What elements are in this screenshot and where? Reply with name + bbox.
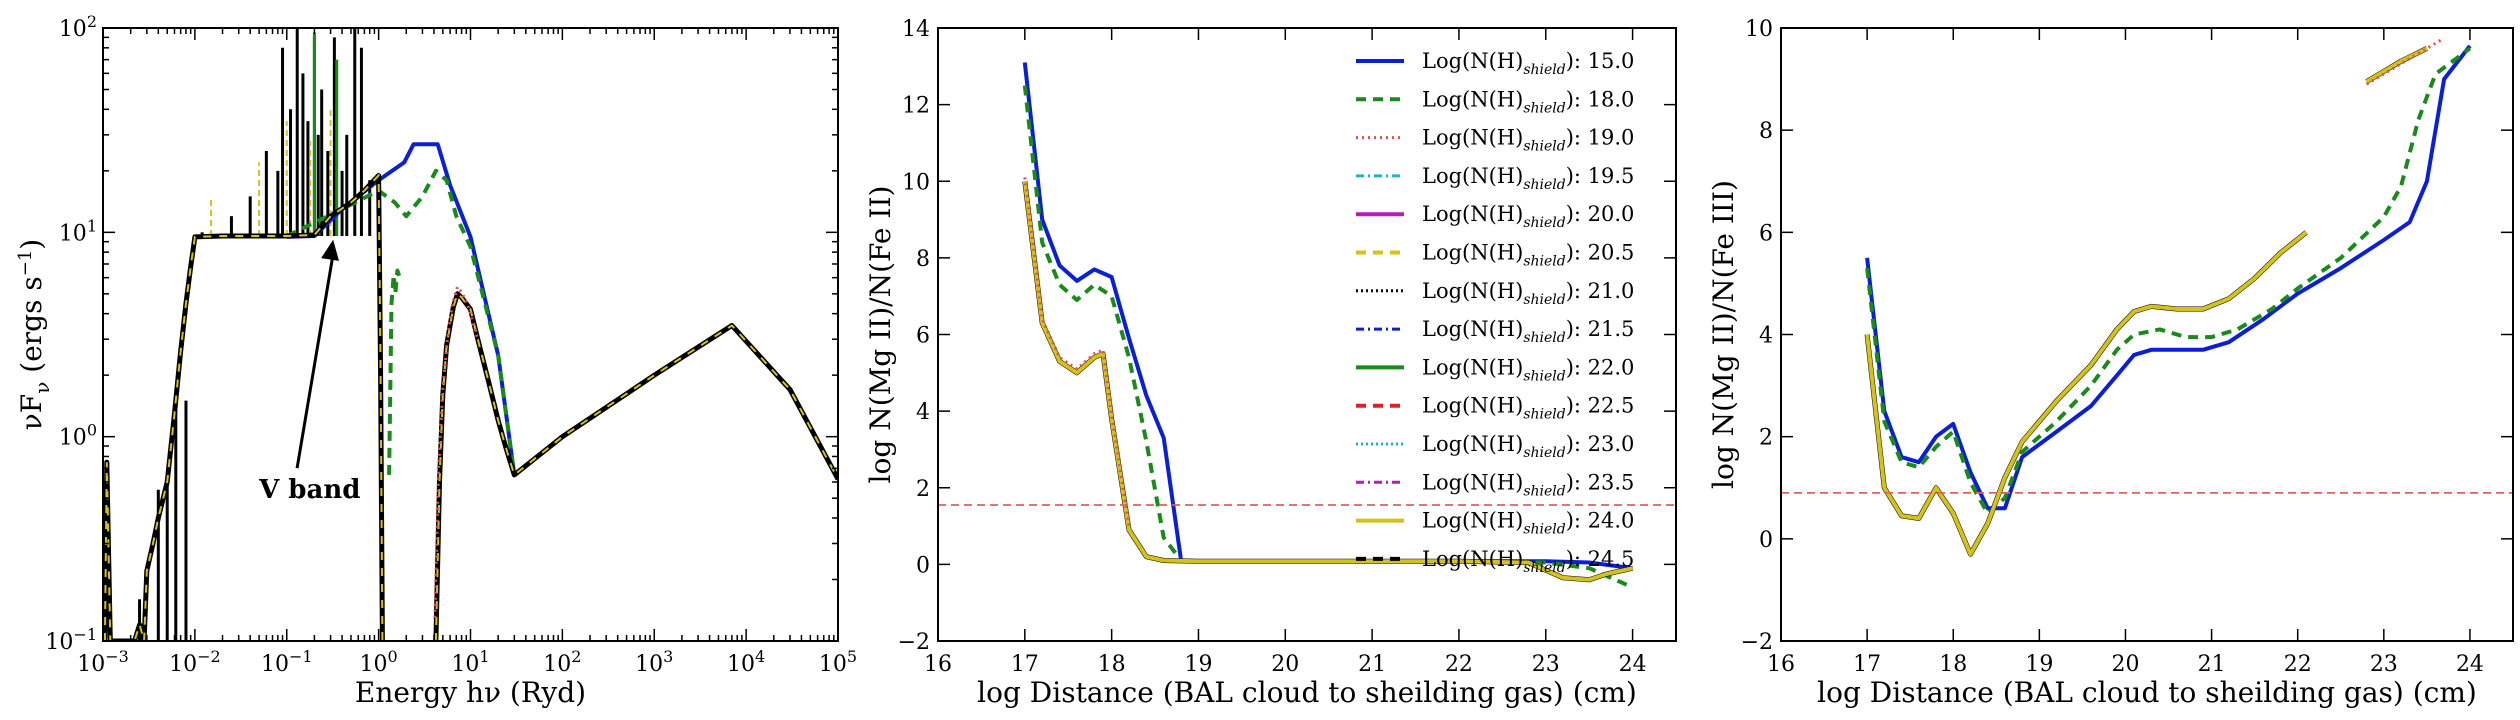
series-line (285, 168, 517, 476)
x-tick-label: 22 (2284, 652, 2312, 677)
y-tick-label: 102 (59, 12, 97, 42)
legend-entry: Log(N(H)shield): 24.5 (1422, 547, 1634, 576)
y-axis-label: νFν (ergs s−1) (15, 239, 54, 430)
annotation-text: V band (258, 475, 360, 505)
series-line (387, 268, 402, 475)
annotation-arrowhead (321, 239, 339, 261)
plot-frame (937, 27, 1677, 642)
y-tick-label: 100 (59, 421, 97, 451)
x-tick-label: 24 (1619, 652, 1647, 677)
plot-frame (1780, 27, 2514, 642)
y-tick-label: 10 (902, 170, 930, 195)
y-tick-label: −2 (898, 630, 930, 655)
y-tick-label: 8 (916, 247, 930, 272)
annotation-arrow (295, 253, 335, 469)
series-line (1022, 181, 1634, 582)
x-tick-label: 24 (2456, 652, 2484, 677)
x-tick-label: 17 (1011, 652, 1039, 677)
y-tick-label: −2 (1741, 630, 1773, 655)
x-tick-label: 18 (1098, 652, 1126, 677)
x-tick-label: 101 (451, 647, 489, 677)
y-tick-label: 12 (902, 94, 930, 119)
x-tick-label: 105 (819, 647, 857, 677)
x-tick-label: 21 (1358, 652, 1386, 677)
x-tick-label: 100 (360, 647, 398, 677)
legend-entry: Log(N(H)shield): 18.0 (1422, 87, 1634, 116)
series-line (2365, 46, 2428, 84)
y-tick-label: 101 (59, 216, 97, 246)
x-tick-label: 23 (1532, 652, 1560, 677)
x-tick-label: 21 (2198, 652, 2226, 677)
legend-entry: Log(N(H)shield): 19.0 (1422, 126, 1634, 155)
x-axis-label: log Distance (BAL cloud to sheilding gas… (977, 676, 1637, 709)
y-axis-label: log N(Mg II)/N(Fe III) (1707, 180, 1740, 489)
x-tick-label: 17 (1853, 652, 1881, 677)
legend-entry: Log(N(H)shield): 20.5 (1422, 241, 1634, 270)
x-tick-label: 10−2 (169, 647, 221, 677)
series-line (1865, 44, 2472, 511)
x-tick-label: 16 (924, 652, 952, 677)
x-tick-label: 18 (1939, 652, 1967, 677)
x-tick-label: 19 (2025, 652, 2053, 677)
chart-sed: 10−3 10−2 10−1 100 101 102 103 104 105 10−1 100 101… (15, 12, 857, 709)
legend-entry: Log(N(H)shield): 22.0 (1422, 355, 1634, 384)
x-tick-label: 20 (1271, 652, 1299, 677)
x-tick-label: 20 (2111, 652, 2139, 677)
y-tick-label: 10 (1745, 17, 1773, 42)
series-line-overlay (103, 172, 384, 641)
series-line (1023, 177, 1131, 527)
legend-entry: Log(N(H)shield): 22.5 (1422, 394, 1634, 423)
y-axis-label: log N(Mg II)/N(Fe II) (864, 186, 897, 484)
y-tick-label: 6 (1759, 221, 1773, 246)
series-group (103, 28, 838, 641)
x-axis-label: log Distance (BAL cloud to sheilding gas… (1817, 676, 2477, 709)
series-line (1864, 230, 2308, 557)
y-tick-label: 0 (1759, 528, 1773, 553)
series-line (433, 285, 480, 618)
legend-entry: Log(N(H)shield): 15.0 (1422, 49, 1634, 78)
legend-entry: Log(N(H)shield): 19.5 (1422, 164, 1634, 193)
y-tick-label: 4 (916, 400, 930, 425)
y-tick-label: 6 (916, 324, 930, 349)
legend: Log(N(H)shield): 15.0 Log(N(H)shield): 18… (1356, 49, 1634, 576)
x-tick-label: 19 (1184, 652, 1212, 677)
x-axis-label: Energy hν (Ryd) (355, 676, 586, 709)
y-tick-label: 14 (902, 17, 930, 42)
x-tick-label: 10−1 (261, 647, 313, 677)
x-tick-label: 16 (1767, 652, 1795, 677)
series-line (1865, 46, 2472, 516)
legend-entry: Log(N(H)shield): 24.0 (1422, 509, 1634, 538)
x-tick-label: 22 (1445, 652, 1473, 677)
x-tick-label: 102 (543, 647, 581, 677)
x-tick-label: 103 (635, 647, 673, 677)
series-group (1781, 36, 2513, 557)
y-tick-label: 2 (916, 477, 930, 502)
series-group (938, 62, 1676, 590)
x-tick-label: 10−3 (77, 647, 129, 677)
series-line-overlay (434, 292, 838, 641)
x-tick-label: 104 (727, 647, 765, 677)
y-tick-label: 2 (1759, 426, 1773, 451)
plot-frame (102, 27, 839, 642)
legend-entry: Log(N(H)shield): 21.5 (1422, 317, 1634, 346)
legend-entry: Log(N(H)shield): 23.5 (1422, 470, 1634, 499)
series-line (1865, 230, 2308, 557)
legend-entry: Log(N(H)shield): 20.0 (1422, 202, 1634, 231)
legend-entry: Log(N(H)shield): 21.0 (1422, 279, 1634, 308)
x-tick-label: 23 (2370, 652, 2398, 677)
y-tick-label: 0 (916, 553, 930, 578)
y-tick-label: 10−1 (45, 625, 97, 655)
legend-entry: Log(N(H)shield): 23.0 (1422, 432, 1634, 461)
series-line-overlay (1866, 231, 2307, 557)
y-tick-label: 4 (1759, 324, 1773, 349)
y-tick-label: 8 (1759, 119, 1773, 144)
